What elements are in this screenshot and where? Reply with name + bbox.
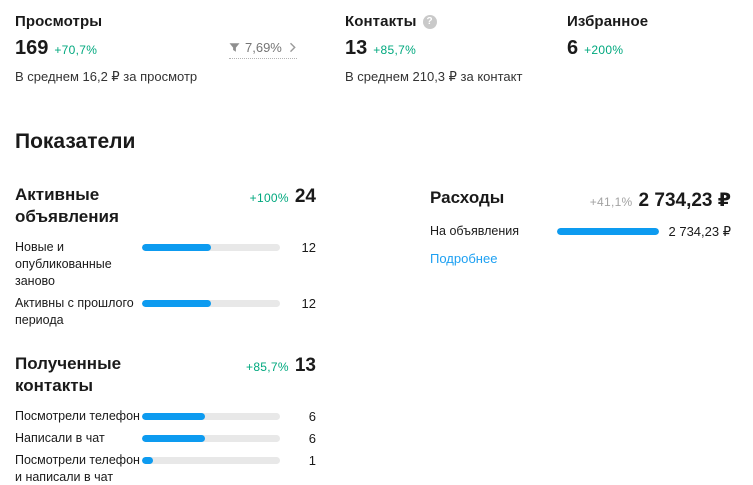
metric-bar-fill [557, 228, 659, 235]
expenses-delta: +41,1% [589, 195, 633, 209]
contacts-delta: +85,7% [373, 43, 417, 57]
metric-row: На объявления 2 734,23 ₽ [430, 223, 731, 240]
conversion-value: 7,69% [245, 40, 282, 55]
received-contacts-total: 13 [294, 355, 316, 376]
metric-value: 12 [301, 240, 316, 255]
metric-bar-track [142, 457, 280, 464]
metric-bar-track [142, 300, 280, 307]
metric-value: 1 [308, 453, 316, 468]
metric-label: Посмотрели телефон и написали в чат [15, 453, 140, 484]
metric-bar-fill [142, 457, 154, 464]
chevron-right-icon [289, 42, 297, 53]
metric-value: 12 [301, 296, 316, 311]
contacts-title: Контакты [345, 13, 417, 30]
metric-bar-track [142, 244, 280, 251]
metric-bar-fill [142, 300, 211, 307]
section-title: Показатели [15, 130, 136, 153]
panel-expenses: Расходы +41,1% 2 734,23 ₽ На объявления … [430, 187, 731, 268]
metric-bar-fill [142, 435, 206, 442]
panel-received-contacts: Полученные контакты +85,7% 13 Посмотрели… [15, 353, 316, 485]
metric-value: 6 [308, 431, 316, 446]
active-listings-delta: +100% [249, 191, 289, 205]
panel-active-listings: Активные объявления +100% 24 Новые и опу… [15, 184, 316, 334]
active-listings-total: 24 [294, 186, 316, 207]
conversion-badge[interactable]: 7,69% [229, 40, 297, 59]
expenses-total: 2 734,23 ₽ [638, 190, 731, 211]
received-contacts-title: Полученные контакты [15, 354, 122, 395]
views-delta: +70,7% [54, 43, 98, 57]
views-value: 169 [15, 37, 49, 59]
summary-views: Просмотры 169 +70,7% В среднем 16,2 ₽ за… [15, 13, 197, 85]
active-listings-title: Активные объявления [15, 185, 119, 226]
metric-bar-fill [142, 244, 211, 251]
metric-label: Посмотрели телефон [15, 409, 140, 423]
views-title: Просмотры [15, 13, 103, 30]
expenses-title: Расходы [430, 188, 505, 207]
metric-bar-track [142, 435, 280, 442]
question-mark-icon[interactable]: ? [422, 14, 437, 29]
favorites-value: 6 [567, 37, 579, 59]
metric-row: Написали в чат 6 [15, 430, 316, 447]
metric-row: Новые и опубликованные заново 12 [15, 239, 316, 290]
metric-label: На объявления [430, 224, 519, 238]
summary-contacts: Контакты ? 13 +85,7% В среднем 210,3 ₽ з… [345, 13, 522, 85]
received-contacts-delta: +85,7% [246, 360, 289, 374]
metric-label: Новые и опубликованные заново [15, 240, 112, 288]
metric-bar-track [142, 413, 280, 420]
views-avg-note: В среднем 16,2 ₽ за просмотр [15, 69, 198, 84]
metric-row: Посмотрели телефон 6 [15, 408, 316, 425]
metric-bar-track [557, 228, 659, 235]
details-link[interactable]: Подробнее [430, 251, 498, 266]
metric-value: 6 [308, 409, 316, 424]
metric-label: Написали в чат [15, 431, 105, 445]
metric-row: Посмотрели телефон и написали в чат 1 [15, 452, 316, 485]
metric-bar-fill [142, 413, 206, 420]
metric-label: Активны с прошлого периода [15, 296, 134, 327]
metric-value: 2 734,23 ₽ [668, 224, 732, 239]
summary-favorites: Избранное 6 +200% [567, 13, 648, 60]
contacts-avg-note: В среднем 210,3 ₽ за контакт [345, 69, 523, 84]
contacts-value: 13 [345, 37, 368, 59]
metric-row: Активны с прошлого периода 12 [15, 295, 316, 329]
funnel-icon [229, 42, 240, 53]
favorites-title: Избранное [567, 13, 649, 30]
favorites-delta: +200% [584, 43, 624, 57]
